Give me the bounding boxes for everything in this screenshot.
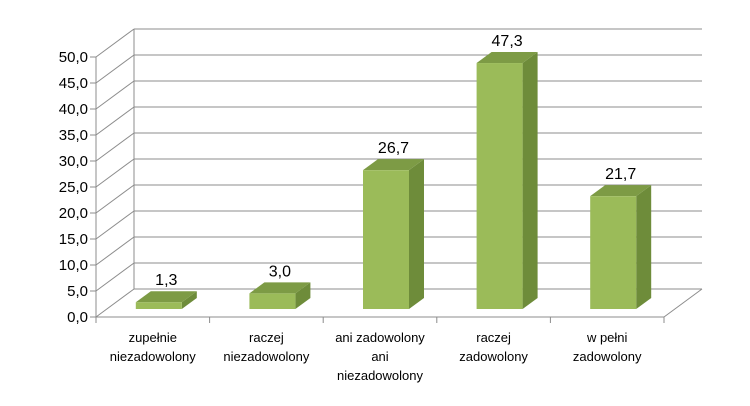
bar-top bbox=[135, 291, 197, 303]
bar-side bbox=[181, 291, 197, 309]
floor-edge bbox=[663, 288, 703, 318]
data-label: 47,3 bbox=[492, 33, 523, 50]
gridline-wall bbox=[95, 184, 135, 214]
category-label: zadowolony bbox=[573, 349, 642, 364]
bar bbox=[363, 159, 424, 309]
bar-top bbox=[476, 52, 538, 64]
gridline-wall bbox=[95, 106, 135, 136]
y-tick-label: 45,0 bbox=[59, 75, 88, 92]
category-label: ani zadowolony bbox=[335, 330, 425, 345]
bar-side bbox=[636, 185, 652, 309]
gridline-wall bbox=[95, 288, 135, 318]
category-label: raczej bbox=[476, 330, 511, 345]
data-label: 21,7 bbox=[605, 166, 636, 183]
bar bbox=[476, 52, 538, 309]
y-tick-label: 50,0 bbox=[59, 49, 88, 66]
bar-side bbox=[409, 159, 424, 309]
bar-top bbox=[590, 185, 652, 197]
y-tick-label: 30,0 bbox=[59, 153, 88, 170]
gridline-wall bbox=[95, 80, 135, 110]
data-label: 1,3 bbox=[155, 272, 177, 289]
bar bbox=[249, 282, 311, 309]
bar-front bbox=[476, 63, 523, 309]
y-tick-label: 5,0 bbox=[67, 283, 88, 300]
bar-front bbox=[363, 170, 409, 309]
axes bbox=[90, 29, 703, 323]
labels: 0,0 5,0 10,0 15,0 20,0 25,0 30,0 35,0 40,0 45,0 50… bbox=[59, 33, 642, 383]
gridline-wall bbox=[95, 210, 135, 240]
category-label: niezadowolony bbox=[110, 349, 197, 364]
gridline-wall bbox=[95, 236, 135, 266]
gridline-wall bbox=[95, 262, 135, 292]
y-tick-label: 35,0 bbox=[59, 127, 88, 144]
bar bbox=[135, 291, 197, 309]
data-label: 26,7 bbox=[378, 140, 409, 157]
gridline-wall bbox=[95, 132, 135, 162]
bar-side bbox=[522, 52, 538, 309]
gridline-wall bbox=[95, 28, 135, 58]
category-label: niezadowolony bbox=[337, 368, 424, 383]
bar-top bbox=[363, 159, 424, 171]
category-label: niezadowolony bbox=[223, 349, 310, 364]
y-tick-label: 10,0 bbox=[59, 257, 88, 274]
bar-front bbox=[590, 196, 637, 309]
bar-side bbox=[295, 282, 311, 309]
gridline-wall bbox=[95, 158, 135, 188]
bar-top bbox=[249, 282, 311, 294]
data-label: 3,0 bbox=[269, 263, 291, 280]
category-label: raczej bbox=[249, 330, 284, 345]
y-tick-label: 15,0 bbox=[59, 231, 88, 248]
y-tick-label: 25,0 bbox=[59, 179, 88, 196]
y-tick-label: 40,0 bbox=[59, 101, 88, 118]
y-tick-label: 20,0 bbox=[59, 205, 88, 222]
y-tick-label: 0,0 bbox=[67, 309, 88, 326]
bar-front bbox=[249, 293, 296, 309]
bar bbox=[590, 185, 652, 309]
category-label: zupełnie bbox=[129, 330, 177, 345]
category-label: ani bbox=[371, 349, 388, 364]
bar-front bbox=[135, 302, 182, 309]
category-label: zadowolony bbox=[459, 349, 528, 364]
bars bbox=[135, 52, 652, 309]
category-label: w pełni bbox=[586, 330, 628, 345]
gridline-wall bbox=[95, 54, 135, 84]
